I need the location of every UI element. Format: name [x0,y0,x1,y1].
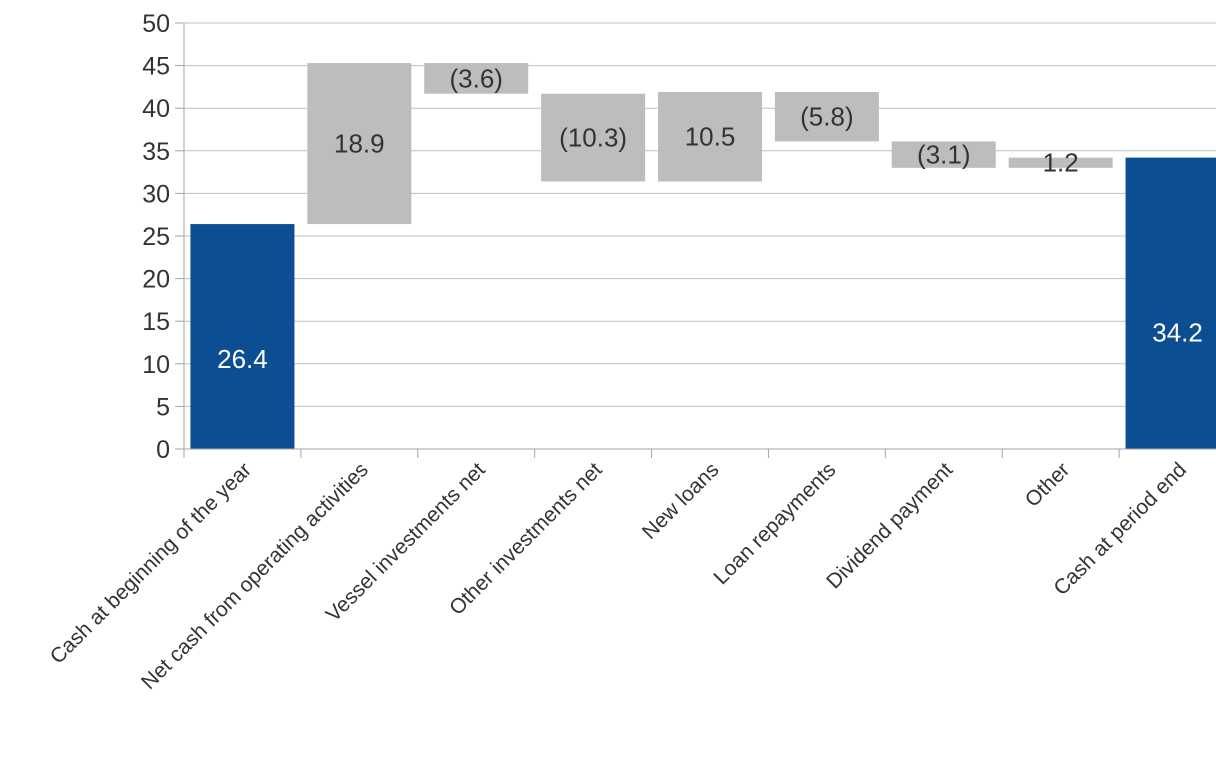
total-bar [1125,157,1216,449]
x-tick-label: Net cash from operating activities [137,458,373,694]
y-tick-label: 50 [142,10,170,38]
y-tick-label: 20 [142,266,170,294]
data-label: (3.6) [449,63,502,93]
y-tick-label: 10 [142,351,170,379]
delta-bar [424,63,529,94]
x-tick-label: Loan repayments [709,458,840,589]
delta-bar [1008,157,1113,168]
delta-bar [541,93,646,182]
data-label: 34.2 [1152,317,1203,347]
total-bar [190,224,295,449]
y-tick-label: 45 [142,53,170,81]
data-labels: 26.4 18.9 (3.6) (10.3) 10.5 (5.8) (3.1) 1.2 34.2 [217,63,1203,374]
delta-bar [307,63,412,225]
y-tick-label: 40 [142,95,170,123]
y-tick-label: 15 [142,308,170,336]
x-tick-label: New loans [638,458,724,544]
data-label: 1.2 [1043,148,1079,178]
data-label: 18.9 [334,129,385,159]
x-tick-label: Cash at beginning of the year [46,458,256,668]
delta-bar [891,141,996,168]
y-tick-label: 25 [142,223,170,251]
data-label: (3.1) [917,140,970,170]
x-tick-label: Dividend payment [822,458,957,593]
data-label: (5.8) [800,102,853,132]
delta-bar [658,92,762,182]
data-label: 10.5 [685,122,736,152]
data-label: (10.3) [559,123,627,153]
delta-bar [774,92,879,142]
y-tick-label: 30 [142,180,170,208]
x-tick-label: Cash at period end [1049,458,1191,600]
y-tick-label: 0 [156,436,170,464]
y-tick-label: 35 [142,138,170,166]
x-tick-label: Other [1021,458,1074,511]
y-tick-label: 5 [156,393,170,421]
data-label: 26.4 [217,344,268,374]
bars [190,63,1216,449]
